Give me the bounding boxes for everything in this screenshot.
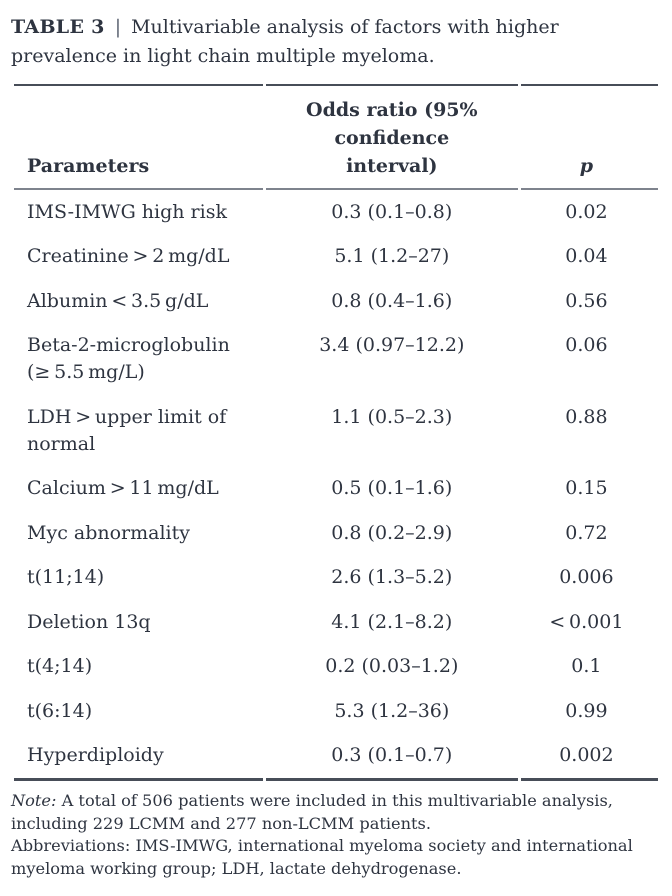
table-row: t(11;14) 2.6 (1.3–5.2) 0.006 [14, 556, 658, 601]
abbreviations-line: Abbreviations: IMS-IMWG, international m… [11, 836, 633, 878]
cell-parameter: t(11;14) [27, 566, 105, 588]
cell-odds-ratio: 5.1 (1.2–27) [334, 245, 450, 267]
note-line: Note: A total of 506 patients were inclu… [11, 790, 661, 835]
table-caption-label: TABLE 3 [11, 16, 105, 38]
header-row: Parameters Odds ratio (95% confidence in… [14, 84, 658, 190]
cell-p-value: 0.88 [565, 405, 608, 428]
cell-odds-ratio: 0.8 (0.2–2.9) [331, 521, 453, 544]
cell-p-value: 0.72 [565, 521, 608, 544]
cell-p-value: 0.06 [565, 334, 608, 356]
cell-odds-ratio: 0.5 (0.1–1.6) [331, 477, 453, 499]
cell-parameter: t(4;14) [27, 655, 93, 677]
table-row: Deletion 13q 4.1 (2.1–8.2) < 0.001 [14, 600, 658, 645]
column-header-odds-ratio: Odds ratio (95% confidence interval) [265, 84, 518, 190]
table-row: Hyperdiploidy 0.3 (0.1–0.7) 0.002 [14, 734, 658, 781]
table-row: Beta-2-microglobulin (≥ 5.5 mg/L) 3.4 (0… [14, 324, 658, 396]
cell-p-value: 0.04 [565, 245, 608, 267]
cell-parameter: LDH > upper limit of normal [27, 405, 227, 455]
table-body: IMS-IMWG high risk 0.3 (0.1–0.8) 0.02 Cr… [14, 190, 658, 781]
table-row: Albumin < 3.5 g/dL 0.8 (0.4–1.6) 0.56 [14, 279, 658, 324]
cell-parameter: Albumin < 3.5 g/dL [27, 289, 209, 312]
table-row: Calcium > 11 mg/dL 0.5 (0.1–1.6) 0.15 [14, 467, 658, 512]
cell-parameter: t(6:14) [27, 699, 93, 722]
cell-odds-ratio: 3.4 (0.97–12.2) [319, 334, 465, 356]
cell-p-value: 0.99 [565, 699, 608, 722]
cell-parameter: Hyperdiploidy [14, 734, 263, 781]
column-header-parameters: Parameters [14, 84, 263, 190]
cell-odds-ratio: 2.6 (1.3–5.2) [331, 566, 453, 588]
cell-p-value: 0.56 [565, 289, 608, 312]
table-row: t(4;14) 0.2 (0.03–1.2) 0.1 [14, 645, 658, 690]
cell-odds-ratio: 1.1 (0.5–2.3) [331, 405, 453, 428]
cell-p-value: 0.006 [559, 566, 614, 588]
table-row: Creatinine > 2 mg/dL 5.1 (1.2–27) 0.04 [14, 235, 658, 280]
cell-p-value: 0.15 [565, 477, 608, 499]
table-caption: TABLE 3 | Multivariable analysis of factor… [11, 13, 661, 71]
column-header-odds-ratio-line-1: Odds ratio (95% [306, 99, 478, 121]
cell-p-value: 0.02 [565, 200, 608, 223]
table-row: t(6:14) 5.3 (1.2–36) 0.99 [14, 689, 658, 734]
cell-odds-ratio: 5.3 (1.2–36) [334, 699, 450, 722]
table-row: IMS-IMWG high risk 0.3 (0.1–0.8) 0.02 [14, 190, 658, 235]
cell-parameter: Myc abnormality [27, 521, 190, 544]
cell-odds-ratio: 0.2 (0.03–1.2) [325, 655, 459, 677]
column-header-odds-ratio-line-3: interval) [346, 155, 438, 177]
note-text: A total of 506 patients were included in… [11, 791, 613, 833]
cell-parameter: Beta-2-microglobulin (≥ 5.5 mg/L) [27, 334, 230, 383]
footnotes: Note: A total of 506 patients were inclu… [11, 790, 661, 880]
cell-p-value: < 0.001 [549, 610, 624, 633]
note-label: Note: [11, 791, 57, 810]
table-row: LDH > upper limit of normal 1.1 (0.5–2.3… [14, 395, 658, 467]
cell-parameter: Creatinine > 2 mg/dL [27, 245, 230, 267]
table-row: Myc abnormality 0.8 (0.2–2.9) 0.72 [14, 511, 658, 556]
cell-parameter: IMS-IMWG high risk [27, 200, 227, 223]
cell-p-value: 0.1 [571, 655, 602, 677]
cell-odds-ratio: 0.3 (0.1–0.8) [331, 200, 453, 223]
column-header-p-value: p [520, 84, 658, 190]
cell-odds-ratio: 4.1 (2.1–8.2) [331, 610, 453, 633]
cell-p-value: 0.002 [520, 734, 658, 781]
multivariable-analysis-table: Parameters Odds ratio (95% confidence in… [11, 84, 661, 781]
cell-parameter: Calcium > 11 mg/dL [27, 477, 219, 499]
cell-odds-ratio: 0.8 (0.4–1.6) [331, 289, 453, 312]
cell-parameter: Deletion 13q [27, 610, 151, 633]
cell-odds-ratio: 0.3 (0.1–0.7) [265, 734, 518, 781]
column-header-odds-ratio-line-2: confidence [334, 127, 450, 149]
table-caption-text: Multivariable analysis of factors with h… [11, 16, 559, 67]
table-caption-separator: | [114, 16, 122, 38]
